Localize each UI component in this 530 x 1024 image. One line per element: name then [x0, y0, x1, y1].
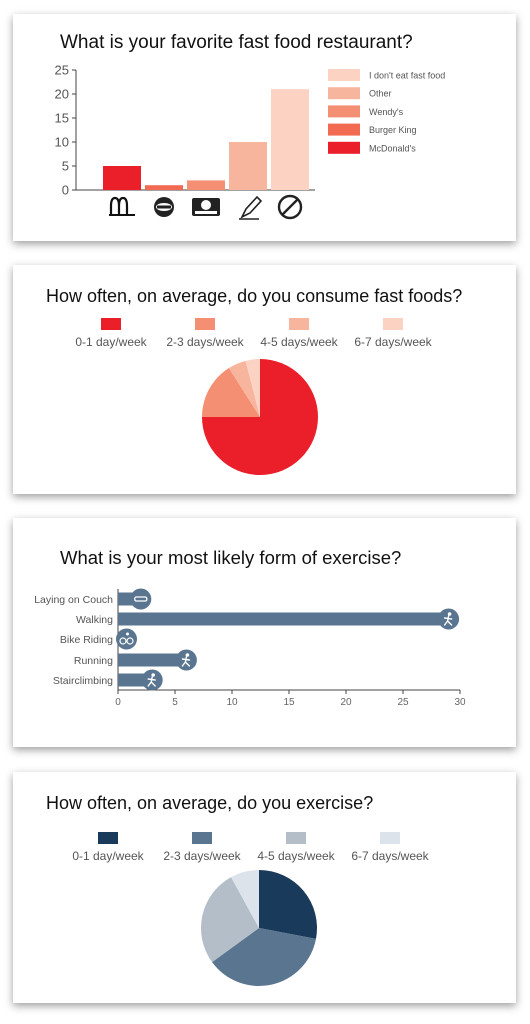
legend-label-2-3-days-week: 2-3 days/week	[163, 849, 241, 863]
chart-title: What is your favorite fast food restaura…	[60, 32, 413, 53]
bike-icon-badge	[116, 628, 137, 650]
category-label-walking: Walking	[76, 614, 113, 626]
x-tick-label: 25	[397, 697, 409, 708]
legend-label-2-3-days-week: 2-3 days/week	[166, 335, 244, 349]
bar-mcdonald-s	[103, 166, 141, 190]
legend-label-6-7-days-week: 6-7 days/week	[354, 335, 432, 349]
legend-label-wendy-s: Wendy's	[369, 107, 404, 117]
pie-slice-6-7-days-week	[245, 359, 260, 417]
exercise-frequency-pie-chart: How often, on average, do you exercise? …	[46, 793, 430, 986]
legend-swatch-2-3-days-week	[192, 832, 212, 844]
pie-slice-4-5-days-week	[228, 360, 260, 417]
legend-swatch-4-5-days-week	[286, 832, 306, 844]
legend-swatch-burger-king	[328, 123, 360, 136]
pie-slice-2-3-days-week	[212, 928, 316, 986]
legend-swatch-i-don-t-eat-fast-food	[328, 69, 360, 81]
legend-swatch-mcdonald-s	[328, 141, 360, 154]
y-tick-label: 5	[62, 159, 69, 174]
pie-slice-0-1-day-week	[259, 870, 317, 939]
legend-swatch-0-1-day-week	[101, 318, 121, 330]
mcdonalds-logo	[109, 196, 135, 216]
x-tick-label: 10	[226, 697, 238, 708]
legend-swatch-6-7-days-week	[383, 318, 403, 330]
couch-icon-badge	[130, 588, 152, 610]
y-tick-label: 15	[55, 111, 69, 126]
exercise-form-bar-chart: What is your most likely form of exercis…	[34, 547, 466, 708]
legend-swatch-4-5-days-week	[289, 318, 309, 330]
bar-burger-king	[145, 185, 183, 190]
y-tick-label: 10	[55, 135, 69, 150]
y-tick-label: 20	[55, 87, 69, 102]
stairs-icon	[147, 673, 156, 687]
legend-label-4-5-days-week: 4-5 days/week	[260, 335, 338, 349]
burger-king-logo	[154, 197, 174, 217]
fast-food-frequency-pie-chart: How often, on average, do you consume fa…	[46, 286, 462, 475]
bike-icon	[119, 632, 134, 645]
chart-title: How often, on average, do you exercise?	[46, 793, 373, 813]
y-tick-label: 25	[55, 63, 69, 78]
legend-swatch-0-1-day-week	[98, 832, 118, 844]
couch-icon	[134, 596, 148, 602]
category-label-bike-riding: Bike Riding	[60, 634, 113, 646]
fast-food-restaurant-bar-chart: What is your favorite fast food restaura…	[55, 32, 445, 220]
legend-label-4-5-days-week: 4-5 days/week	[257, 849, 335, 863]
legend-label-0-1-day-week: 0-1 day/week	[75, 335, 147, 349]
category-label-running: Running	[74, 655, 113, 667]
legend-swatch-6-7-days-week	[380, 832, 400, 844]
fast-food-frequency-card: How often, on average, do you consume fa…	[13, 265, 516, 494]
pie-slice-6-7-days-week	[231, 870, 259, 928]
exercise-frequency-card: How often, on average, do you exercise? …	[13, 772, 516, 1003]
no-symbol-icon	[277, 194, 303, 220]
bar-i-don-t-eat-fast-food	[271, 89, 309, 190]
legend-label-other: Other	[369, 89, 392, 99]
legend-label-burger-king: Burger King	[369, 125, 417, 135]
legend-swatch-2-3-days-week	[195, 318, 215, 330]
legend-swatch-wendy-s	[328, 105, 360, 118]
bar-walking	[118, 612, 449, 626]
bar-wendy-s	[187, 180, 225, 190]
chart-title: How often, on average, do you consume fa…	[46, 286, 462, 306]
y-tick-label: 0	[62, 183, 69, 198]
bar-running	[118, 653, 187, 667]
category-label-laying-on-couch: Laying on Couch	[34, 594, 113, 606]
walking-icon	[443, 612, 453, 626]
pencil-icon	[239, 195, 263, 220]
x-tick-label: 15	[283, 697, 295, 708]
pie-slice-2-3-days-week	[202, 368, 260, 417]
legend-label-0-1-day-week: 0-1 day/week	[72, 849, 144, 863]
x-tick-label: 30	[454, 697, 466, 708]
pie-slice-4-5-days-week	[200, 877, 259, 963]
legend-label-6-7-days-week: 6-7 days/week	[351, 849, 429, 863]
bar-other	[229, 142, 267, 190]
running-icon	[181, 653, 191, 667]
x-tick-label: 20	[340, 697, 352, 708]
legend-label-i-don-t-eat-fast-food: I don't eat fast food	[369, 71, 445, 81]
legend-label-mcdonald-s: McDonald's	[369, 143, 416, 153]
wendys-logo	[192, 198, 220, 216]
x-tick-label: 0	[115, 697, 121, 708]
category-label-stairclimbing: Stairclimbing	[53, 675, 113, 687]
fast-food-restaurant-card: What is your favorite fast food restaura…	[13, 14, 516, 241]
exercise-form-card: What is your most likely form of exercis…	[13, 518, 516, 747]
x-tick-label: 5	[172, 697, 178, 708]
legend-swatch-other	[328, 87, 360, 100]
chart-title: What is your most likely form of exercis…	[60, 547, 401, 568]
